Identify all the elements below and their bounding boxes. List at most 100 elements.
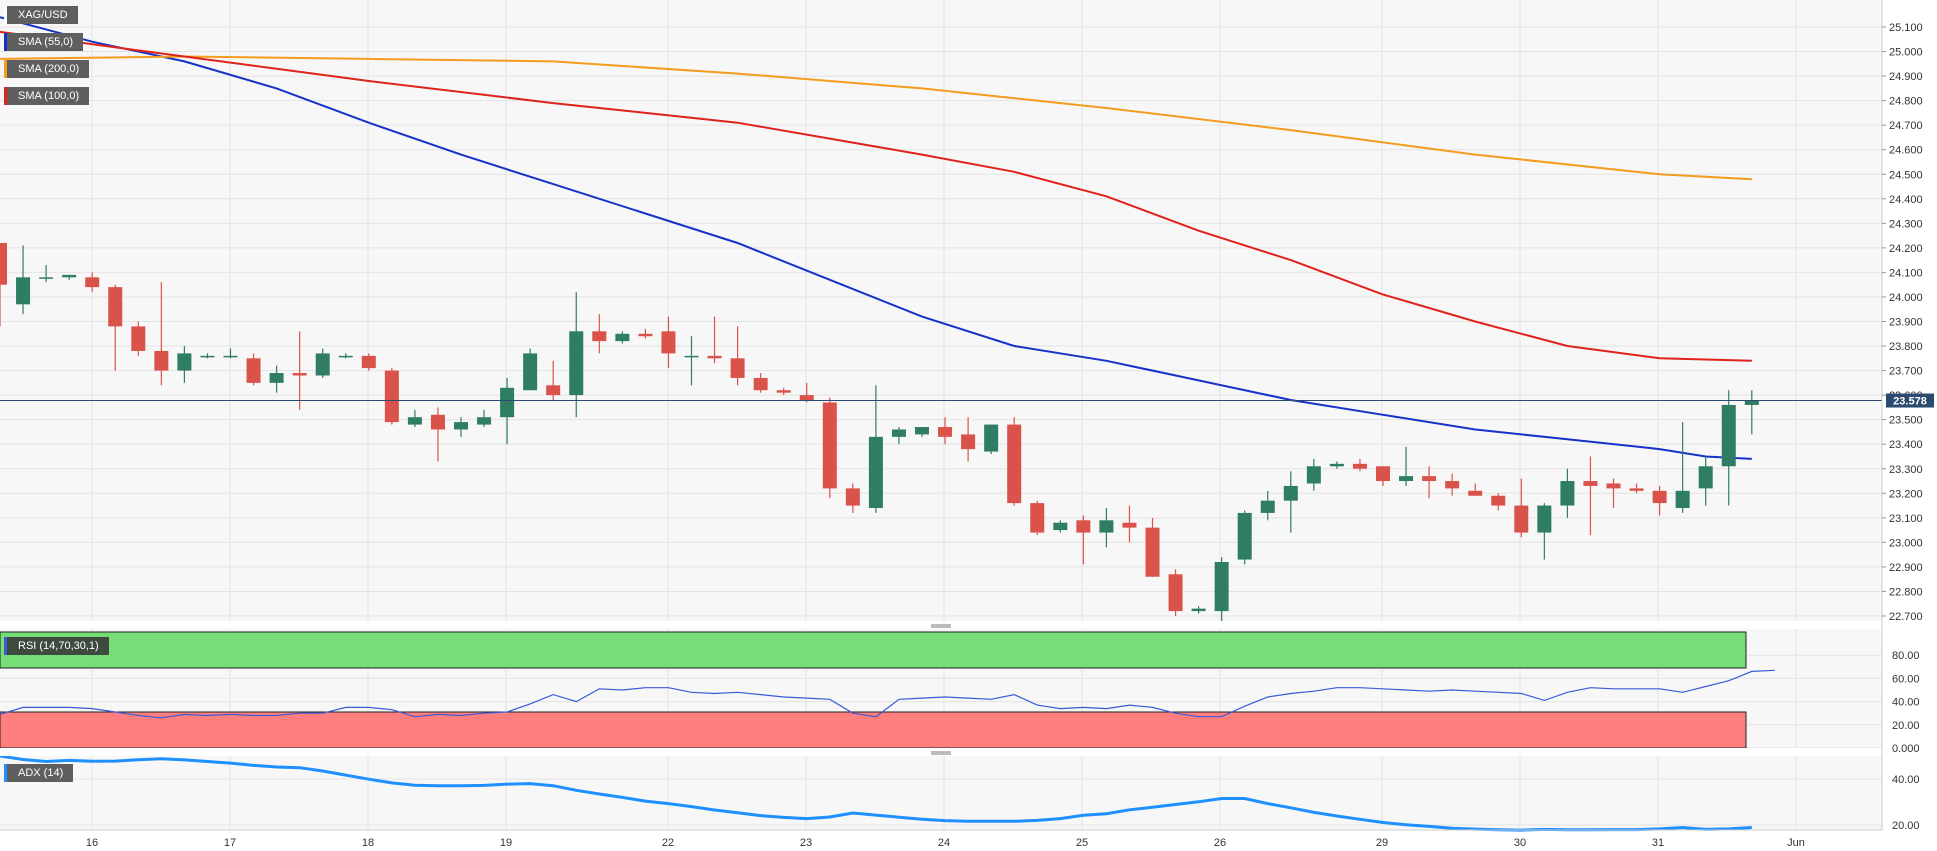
candle <box>223 348 238 359</box>
candle <box>569 292 584 418</box>
candle-body <box>615 333 630 342</box>
candle-body <box>154 350 169 371</box>
candle <box>891 427 906 445</box>
candle <box>1352 458 1367 472</box>
price-tick-label: 24.900 <box>1889 71 1923 83</box>
candle-body <box>1675 490 1690 509</box>
rsi-tick-label: 60.00 <box>1892 673 1920 685</box>
price-tick-label: 24.800 <box>1889 96 1923 108</box>
legend-xagusd[interactable]: XAG/USD <box>4 6 78 24</box>
candle <box>361 353 376 371</box>
legend-adx[interactable]: ADX (14) <box>4 764 74 782</box>
price-tick-label: 24.200 <box>1889 243 1923 255</box>
candle-body <box>546 385 561 396</box>
candle-body <box>200 355 215 358</box>
price-tick-label: 24.400 <box>1889 194 1923 206</box>
candle <box>292 331 307 410</box>
candle-body <box>523 353 538 391</box>
candle-body <box>384 370 399 423</box>
candle <box>430 407 445 462</box>
rsi-tick-label: 0.000 <box>1892 743 1920 755</box>
candle-body <box>1191 608 1206 612</box>
candle-body <box>1099 520 1114 533</box>
time-tick-label: 22 <box>662 837 674 849</box>
main-panel-bg <box>0 0 1882 621</box>
candle <box>131 321 146 356</box>
candle-body <box>477 417 492 425</box>
candle-body <box>868 436 883 509</box>
time-tick-label: 30 <box>1514 837 1526 849</box>
price-tick-label: 23.700 <box>1889 366 1923 378</box>
legend-sma-55[interactable]: SMA (55,0) <box>4 33 84 51</box>
candle <box>1560 468 1575 518</box>
price-tick-label: 23.800 <box>1889 341 1923 353</box>
candle-body <box>62 274 77 278</box>
candle <box>984 424 999 455</box>
candle-body <box>1422 476 1437 482</box>
candle <box>454 417 468 437</box>
price-tick-label: 24.300 <box>1889 218 1923 230</box>
candle <box>1214 557 1229 621</box>
candle-body <box>1537 505 1552 533</box>
candle <box>661 316 676 369</box>
adx-line <box>0 754 1752 832</box>
candle <box>523 348 538 391</box>
legend-rsi[interactable]: RSI (14,70,30,1) <box>4 637 109 655</box>
time-tick-label: 17 <box>224 837 236 849</box>
candle-body <box>1329 463 1344 467</box>
candle-body <box>1260 500 1275 513</box>
candle-body <box>1283 485 1298 501</box>
candle <box>1399 446 1414 486</box>
candle <box>477 409 492 428</box>
candle <box>1260 490 1275 521</box>
candle <box>1744 390 1759 435</box>
candle <box>1076 515 1091 565</box>
candle-body <box>131 326 146 351</box>
price-tick-label: 22.900 <box>1889 562 1923 574</box>
candle <box>822 397 837 499</box>
candle-body <box>1399 476 1414 482</box>
rsi-oversold-zone <box>0 711 1747 749</box>
candle <box>246 353 261 386</box>
candle-body <box>592 331 607 342</box>
legend-sma-100[interactable]: SMA (100,0) <box>4 87 90 105</box>
candle <box>269 365 284 393</box>
candle-body <box>430 414 445 430</box>
candle-body <box>915 427 929 435</box>
candle-body <box>1468 490 1483 496</box>
candle-body <box>16 277 31 305</box>
candle <box>546 360 561 401</box>
legend-sma-200[interactable]: SMA (200,0) <box>4 60 90 78</box>
candle-body <box>891 429 906 437</box>
candle-body <box>292 373 307 376</box>
candle <box>1445 473 1460 496</box>
time-tick-label: 19 <box>500 837 512 849</box>
candle <box>315 348 330 378</box>
candle <box>1468 483 1483 496</box>
candle-body <box>684 355 699 358</box>
candle <box>39 265 54 283</box>
candle <box>1007 417 1022 506</box>
candle-body <box>1744 400 1759 405</box>
candle <box>85 272 100 293</box>
candle <box>338 353 353 359</box>
time-tick-label: 31 <box>1652 837 1664 849</box>
rsi-separator-handle[interactable] <box>931 751 951 755</box>
candle-body <box>961 434 976 450</box>
candle-body <box>108 287 123 327</box>
candle <box>1606 478 1621 509</box>
price-tick-label: 23.200 <box>1889 488 1923 500</box>
candle-body <box>269 373 284 383</box>
candle <box>799 382 814 403</box>
time-tick-label: 29 <box>1376 837 1388 849</box>
candle <box>177 346 192 383</box>
candle-body <box>0 242 7 285</box>
candle <box>592 314 607 354</box>
candle <box>1168 569 1183 616</box>
main-separator-handle[interactable] <box>931 624 951 628</box>
price-tick-label: 23.400 <box>1889 439 1923 451</box>
candle <box>684 336 699 386</box>
candle-body <box>223 355 238 358</box>
candle <box>407 409 422 428</box>
